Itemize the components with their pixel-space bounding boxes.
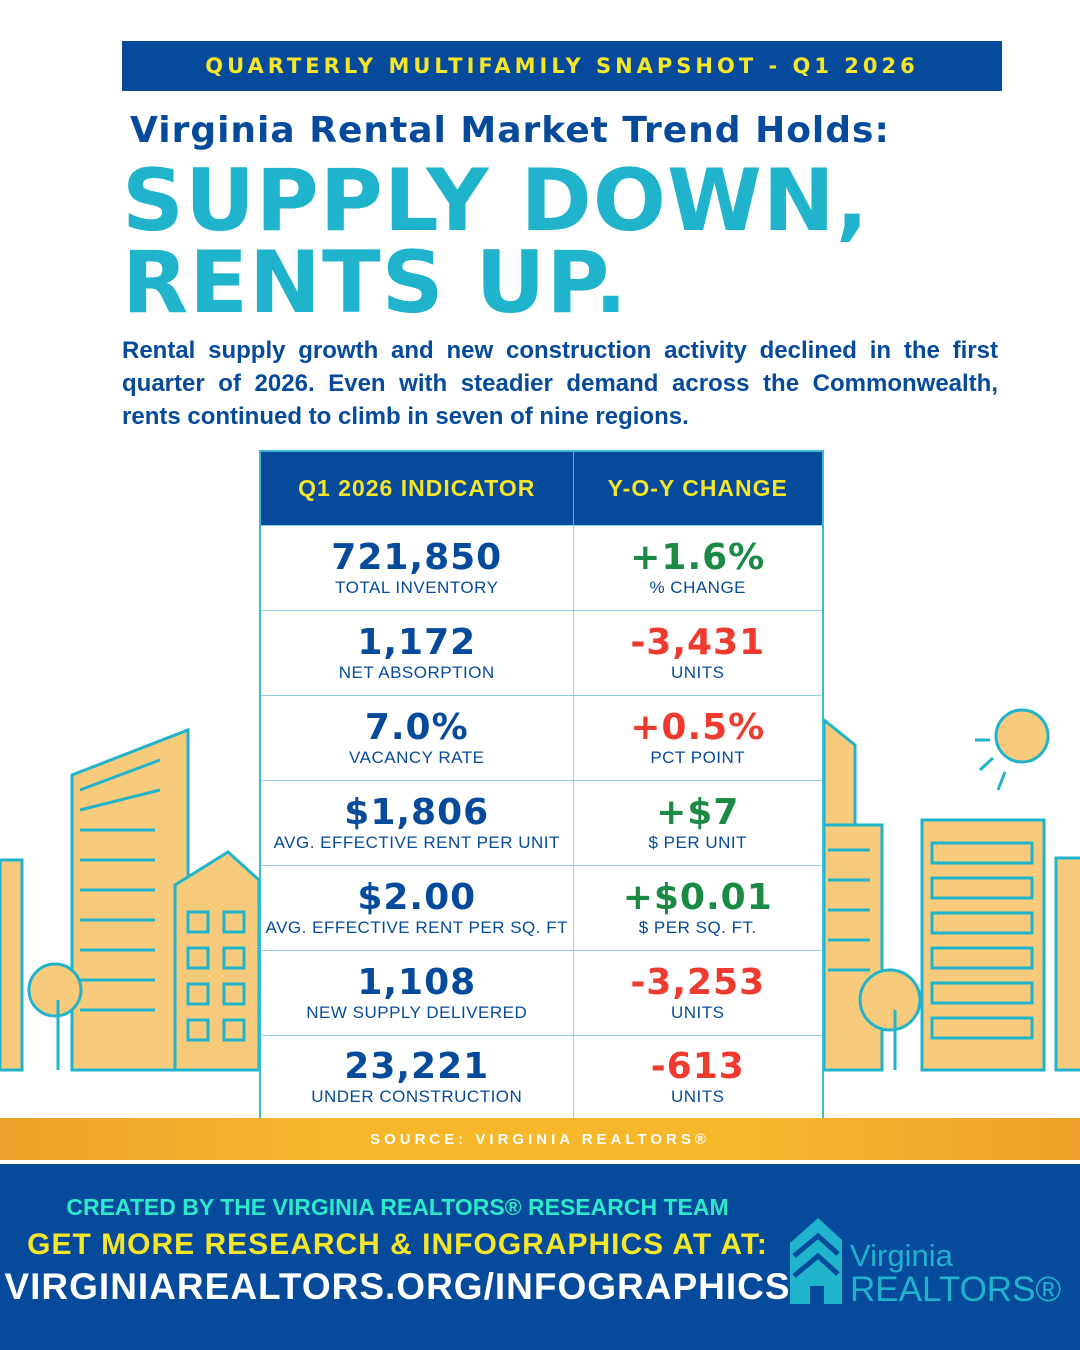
indicator-value: $2.00 [357, 876, 477, 918]
intro-paragraph: Rental supply growth and new constructio… [122, 337, 998, 430]
column-header-indicator: Q1 2026 INDICATOR [260, 451, 574, 525]
change-value: +$7 [656, 791, 740, 833]
headline: SUPPLY DOWN, RENTS UP. [122, 151, 870, 333]
table-row: 721,850 TOTAL INVENTORY +1.6%% CHANGE [259, 524, 824, 611]
logo-text-realtors: REALTORS® [850, 1270, 1062, 1309]
change-value: +$0.01 [622, 876, 773, 918]
column-header-change: Y-O-Y CHANGE [573, 451, 824, 525]
indicator-label: TOTAL INVENTORY [335, 577, 499, 597]
footer: CREATED BY THE VIRGINIA REALTORS® RESEAR… [0, 1164, 1080, 1350]
change-label: % CHANGE [649, 577, 747, 597]
indicator-value: 7.0% [364, 706, 469, 748]
table-row: 1,172 NET ABSORPTION -3,431 UNITS [259, 609, 824, 696]
table-row: $2.00 AVG. EFFECTIVE RENT PER SQ. FT +$0.… [259, 864, 824, 951]
change-value: -3,253 [630, 961, 766, 1003]
change-cell: +$7 $ PER UNIT [572, 779, 824, 866]
left-buildings-icon [0, 727, 261, 1072]
indicator-label: NET ABSORPTION [338, 662, 495, 682]
indicator-value: 23,221 [344, 1046, 490, 1088]
change-cell: -613 UNITS [572, 1034, 824, 1121]
snapshot-banner: QUARTERLY MULTIFAMILY SNAPSHOT - Q1 2026 [122, 41, 1002, 91]
headline-line-2: RENTS UP. [122, 233, 629, 333]
indicator-label: NEW SUPPLY DELIVERED [306, 1002, 528, 1022]
created-by-text: CREATED BY THE VIRGINIA REALTORS® RESEAR… [66, 1194, 729, 1220]
cta-text: GET MORE RESEARCH & INFOGRAPHICS AT AT: [27, 1228, 768, 1261]
change-label: $ PER UNIT [648, 832, 748, 852]
change-value: -613 [650, 1046, 745, 1088]
sun-icon [975, 708, 1050, 791]
indicator-cell: $1,806 AVG. EFFECTIVE RENT PER UNIT [259, 779, 574, 866]
subtitle: Virginia Rental Market Trend Holds: [130, 110, 890, 151]
headline-line-1: SUPPLY DOWN, [122, 151, 870, 251]
table-row: $1,806 AVG. EFFECTIVE RENT PER UNIT +$7 $ … [259, 779, 824, 866]
virginia-realtors-logo-icon [790, 1218, 842, 1304]
indicator-cell: $2.00 AVG. EFFECTIVE RENT PER SQ. FT [259, 864, 574, 951]
change-label: $ PER SQ. FT. [638, 917, 757, 937]
table-row: 7.0% VACANCY RATE +0.5% PCT POINT [259, 694, 824, 781]
indicator-label: UNDER CONSTRUCTION [311, 1087, 523, 1107]
indicator-value: 721,850 [331, 536, 503, 578]
change-value: -3,431 [630, 621, 766, 663]
indicator-value: 1,172 [357, 621, 477, 663]
indicator-cell: 721,850 TOTAL INVENTORY [259, 524, 574, 611]
logo-text-virginia: Virginia [850, 1238, 953, 1273]
indicator-label: VACANCY RATE [349, 747, 485, 767]
change-cell: -3,431 UNITS [572, 609, 824, 696]
indicator-label: AVG. EFFECTIVE RENT PER SQ. FT [265, 917, 568, 937]
indicator-table: Q1 2026 INDICATOR Y-O-Y CHANGE 721,850 TO… [259, 450, 824, 1121]
indicator-cell: 23,221 UNDER CONSTRUCTION [259, 1034, 574, 1121]
change-value: +0.5% [630, 706, 766, 748]
indicator-cell: 7.0% VACANCY RATE [259, 694, 574, 781]
table-row: 23,221 UNDER CONSTRUCTION -613 UNITS [259, 1034, 824, 1121]
change-cell: +1.6%% CHANGE [572, 524, 824, 611]
change-label: UNITS [671, 1002, 725, 1022]
indicator-value: 1,108 [357, 961, 477, 1003]
indicator-label: AVG. EFFECTIVE RENT PER UNIT [273, 832, 560, 852]
change-value: +1.6% [630, 536, 766, 578]
indicator-cell: 1,108 NEW SUPPLY DELIVERED [259, 949, 574, 1036]
change-cell: -3,253 UNITS [572, 949, 824, 1036]
table-row: 1,108 NEW SUPPLY DELIVERED -3,253 UNITS [259, 949, 824, 1036]
indicator-cell: 1,172 NET ABSORPTION [259, 609, 574, 696]
source-band: SOURCE: VIRGINIA REALTORS® [0, 1118, 1080, 1162]
change-label: UNITS [671, 1087, 725, 1107]
city-skyline-illustration [0, 708, 1080, 1072]
right-buildings-icon [822, 708, 1080, 1072]
change-cell: +0.5% PCT POINT [572, 694, 824, 781]
website-link[interactable]: VIRGINIAREALTORS.ORG/INFOGRAPHICS [4, 1266, 791, 1307]
indicator-value: $1,806 [344, 791, 490, 833]
change-label: PCT POINT [650, 747, 746, 767]
change-cell: +$0.01 $ PER SQ. FT. [572, 864, 824, 951]
change-label: UNITS [671, 662, 725, 682]
